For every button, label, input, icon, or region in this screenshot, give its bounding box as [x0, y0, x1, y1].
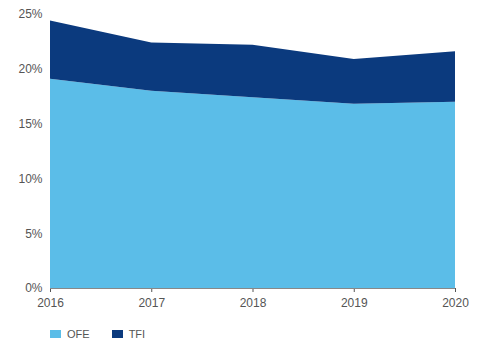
svg-text:2017: 2017 [138, 296, 165, 310]
svg-text:20%: 20% [18, 62, 42, 76]
svg-text:15%: 15% [18, 117, 42, 131]
svg-text:2018: 2018 [240, 296, 267, 310]
svg-text:0%: 0% [25, 281, 43, 295]
svg-text:2020: 2020 [442, 296, 469, 310]
html-text:TFI: TFI [128, 328, 146, 340]
svg-text:2016: 2016 [37, 296, 64, 310]
svg-text:2019: 2019 [341, 296, 368, 310]
svg-text:5%: 5% [25, 227, 43, 241]
svg-text:10%: 10% [18, 172, 42, 186]
html-text:OFE: OFE [67, 328, 90, 340]
svg-text:25%: 25% [18, 7, 42, 21]
